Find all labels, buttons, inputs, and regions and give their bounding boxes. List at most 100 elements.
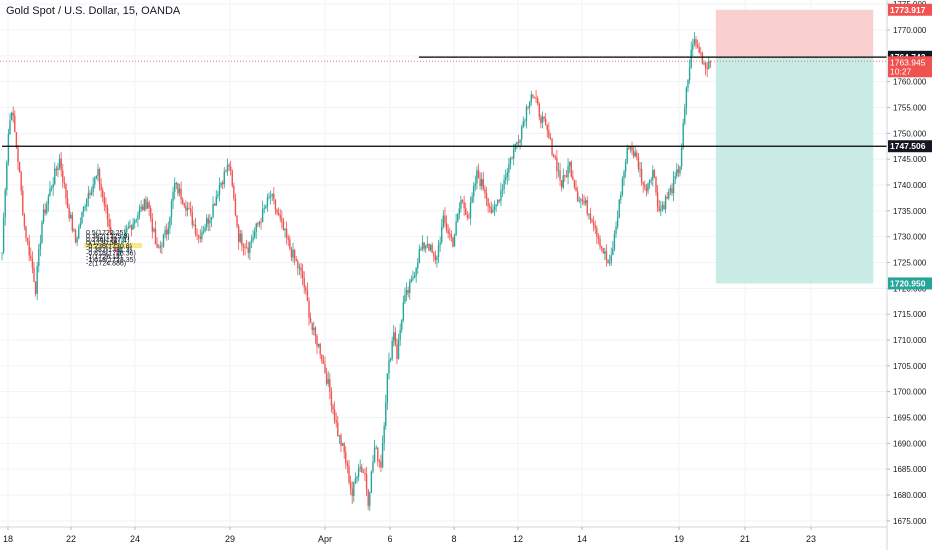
candle-body: [74, 229, 77, 243]
candle-body: [297, 261, 299, 269]
candle-body: [12, 112, 14, 116]
candle-body: [348, 466, 350, 483]
stop-price-tag: [888, 3, 932, 16]
candle-body: [140, 206, 142, 210]
candle-body: [588, 213, 590, 215]
candle-body: [465, 208, 467, 215]
candle-body: [70, 214, 72, 219]
candle-body: [696, 44, 699, 47]
candle-body: [277, 213, 280, 215]
candle-body: [329, 379, 331, 392]
candle-body: [461, 200, 464, 203]
candle-body: [530, 94, 532, 103]
candle-body: [295, 258, 297, 262]
candle-body: [652, 170, 654, 180]
candle-body: [129, 225, 131, 228]
candle-body: [493, 206, 496, 211]
candle-body: [105, 204, 107, 208]
candle-body: [648, 180, 651, 184]
candle-body: [330, 391, 333, 406]
candle-body: [273, 193, 275, 200]
candle-body: [247, 247, 249, 253]
candle-body: [428, 244, 430, 251]
candle-body: [60, 158, 62, 171]
candle-body: [265, 206, 267, 209]
candle-body: [636, 152, 638, 157]
candle-body: [42, 209, 45, 222]
candle-body: [557, 170, 560, 172]
candle-body: [250, 240, 253, 243]
candle-body: [458, 208, 461, 215]
candle-body: [576, 191, 579, 201]
candle-body: [471, 196, 473, 203]
candle-body: [319, 344, 321, 355]
candle-body: [98, 169, 101, 185]
candle-body: [108, 219, 110, 228]
candle-body: [143, 199, 146, 211]
candle-body: [706, 67, 708, 70]
candle-body: [97, 169, 99, 176]
candle-body: [356, 476, 358, 479]
candle-body: [268, 196, 270, 198]
candle-body: [431, 244, 433, 253]
candle-body: [172, 191, 174, 202]
candle-body: [666, 196, 668, 199]
candle-body: [412, 278, 414, 280]
candle-body: [386, 373, 389, 403]
candle-body: [218, 185, 221, 196]
candle-body: [540, 116, 542, 123]
candle-body: [126, 228, 128, 233]
candle-body: [701, 52, 704, 64]
candle-body: [536, 98, 539, 104]
candle-body: [22, 190, 24, 215]
candle-body: [253, 231, 256, 238]
candle-body: [433, 252, 435, 255]
candle-body: [44, 209, 46, 213]
candle-body: [663, 205, 665, 210]
candle-body: [236, 215, 238, 227]
candle-body: [324, 363, 326, 374]
candle-body: [546, 124, 548, 131]
candle-body: [55, 168, 58, 171]
candle-body: [394, 332, 397, 345]
candle-body: [385, 402, 387, 426]
candle-body: [441, 226, 443, 243]
candle-body: [516, 142, 518, 145]
candle-body: [581, 199, 584, 202]
candle-body: [481, 179, 483, 186]
candle-body: [573, 179, 576, 188]
candle-body: [684, 107, 686, 124]
candle-body: [333, 409, 336, 421]
candle-body: [560, 180, 563, 188]
candle-body: [445, 223, 448, 231]
candle-body: [335, 420, 337, 423]
candle-body: [15, 132, 18, 148]
candle-body: [281, 218, 283, 222]
candle-body: [449, 233, 451, 235]
candle-body: [552, 154, 555, 157]
candle-body: [102, 190, 104, 197]
current-price-tag-label: 1763.945: [890, 57, 926, 67]
candle-body: [492, 210, 494, 213]
candle-body: [631, 146, 633, 151]
candle-body: [306, 290, 309, 302]
candle-body: [420, 249, 422, 250]
candle-body: [185, 205, 187, 211]
candle-body: [169, 217, 171, 229]
candle-body: [36, 266, 38, 294]
candle-body: [615, 226, 617, 234]
time-tick-label: 6: [387, 534, 392, 544]
candle-body: [594, 225, 596, 229]
candle-body: [455, 221, 457, 235]
candle-body: [146, 202, 149, 209]
candle-body: [134, 220, 136, 224]
candle-body: [231, 171, 233, 186]
candle-body: [263, 208, 265, 209]
candle-body: [249, 242, 251, 253]
candle-body: [626, 148, 628, 163]
candle-body: [642, 182, 644, 185]
candle-body: [655, 177, 657, 193]
candle-body: [260, 222, 262, 223]
